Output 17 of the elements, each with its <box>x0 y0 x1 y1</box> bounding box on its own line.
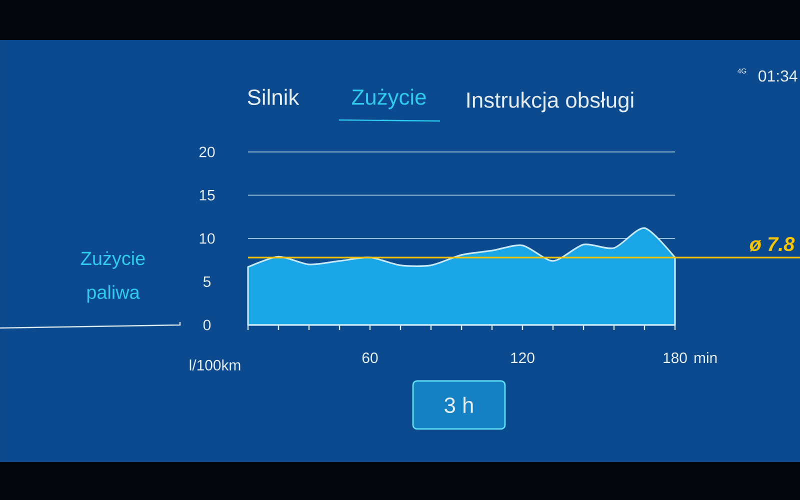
text: Zużycie paliwa <box>80 251 145 303</box>
y-tick-label: 20 <box>199 146 215 158</box>
text: Silnik <box>248 88 300 106</box>
y-tick-label: 0 <box>203 320 211 330</box>
y-tick-label: 5 <box>203 276 211 287</box>
x-axis-title: min <box>694 352 717 363</box>
text: 01:34 <box>758 70 798 82</box>
text: Instrukcja obsługi <box>467 92 634 112</box>
y-tick-label: 10 <box>200 233 215 244</box>
y-tick-label: 15 <box>200 190 215 200</box>
x-tick-label: 120 <box>511 352 534 364</box>
ref-line-label: ø 7.8 <box>750 237 795 252</box>
x-tick-label: 60 <box>362 352 378 364</box>
y-axis-title: l/100km <box>190 360 240 370</box>
text: 3 h <box>444 396 473 414</box>
x-tick-label: 180 <box>664 352 687 364</box>
text: Zużycie <box>352 88 426 110</box>
